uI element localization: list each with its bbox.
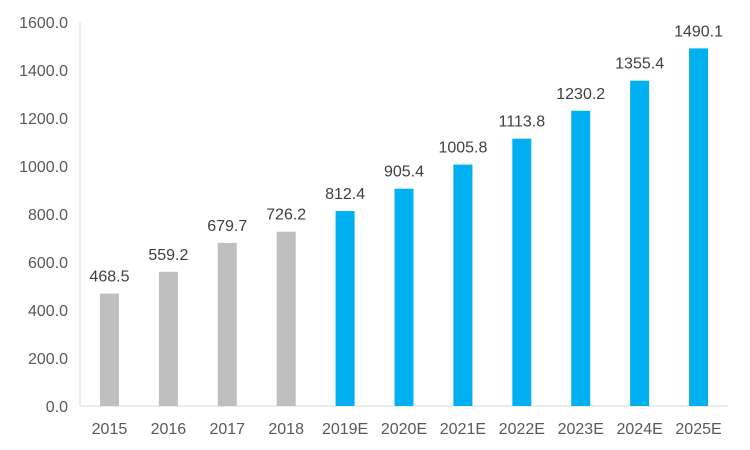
x-tick-label: 2025E [675,421,721,438]
bar-2015 [99,293,119,406]
bar-series [99,48,709,407]
data-label-2022E: 1113.8 [499,114,546,131]
x-axis: 2015 2016 2017 2018 2019E 2020E 2021E 2022E 2023… [80,405,728,438]
y-tick-label: 600.0 [28,255,68,272]
bar-2016 [158,271,178,406]
bar-2020E [394,188,414,406]
y-tick-label: 1400.0 [19,63,68,80]
data-label-2023E: 1230.2 [556,86,605,103]
bar-2017 [217,242,237,406]
y-tick-label: 0.0 [46,399,68,416]
bar-2022E [512,138,532,407]
x-tick-label: 2015 [92,421,128,438]
data-label-2018: 726.2 [266,207,306,224]
data-label-2024E: 1355.4 [615,56,664,73]
data-label-2021E: 1005.8 [438,140,487,157]
x-tick-label: 2023E [558,421,604,438]
x-tick-label: 2019E [322,421,368,438]
y-tick-label: 1200.0 [19,111,68,128]
data-label-2020E: 905.4 [384,164,424,181]
x-tick-label: 2018 [268,421,304,438]
data-label-2017: 679.7 [207,218,247,235]
x-tick-label: 2017 [209,421,245,438]
y-tick-label: 400.0 [28,303,68,320]
y-tick-label: 1000.0 [19,159,68,176]
data-label-2019E: 812.4 [325,186,365,203]
data-label-2015: 468.5 [89,269,129,286]
data-label-2016: 559.2 [148,247,188,264]
x-tick-label: 2020E [381,421,427,438]
bar-2019E [335,211,355,406]
bar-2021E [453,164,473,406]
y-tick-label: 800.0 [28,207,68,224]
x-tick-label: 2024E [617,421,663,438]
x-tick-label: 2021E [440,421,486,438]
bar-2023E [571,110,591,406]
data-labels: 468.5 559.2 679.7 726.2 812.4 905.4 1005.8 1113… [89,23,723,285]
y-tick-label: 1600.0 [19,15,68,32]
bar-2018 [276,231,296,406]
x-tick-label: 2016 [151,421,187,438]
bar-2025E [689,48,709,406]
data-label-2025E: 1490.1 [674,23,723,40]
x-tick-label: 2022E [499,421,545,438]
y-tick-label: 200.0 [28,351,68,368]
y-axis: 0.0 200.0 400.0 600.0 800.0 1000.0 1200.0 1400.… [19,15,81,416]
bar-2024E [630,80,650,406]
